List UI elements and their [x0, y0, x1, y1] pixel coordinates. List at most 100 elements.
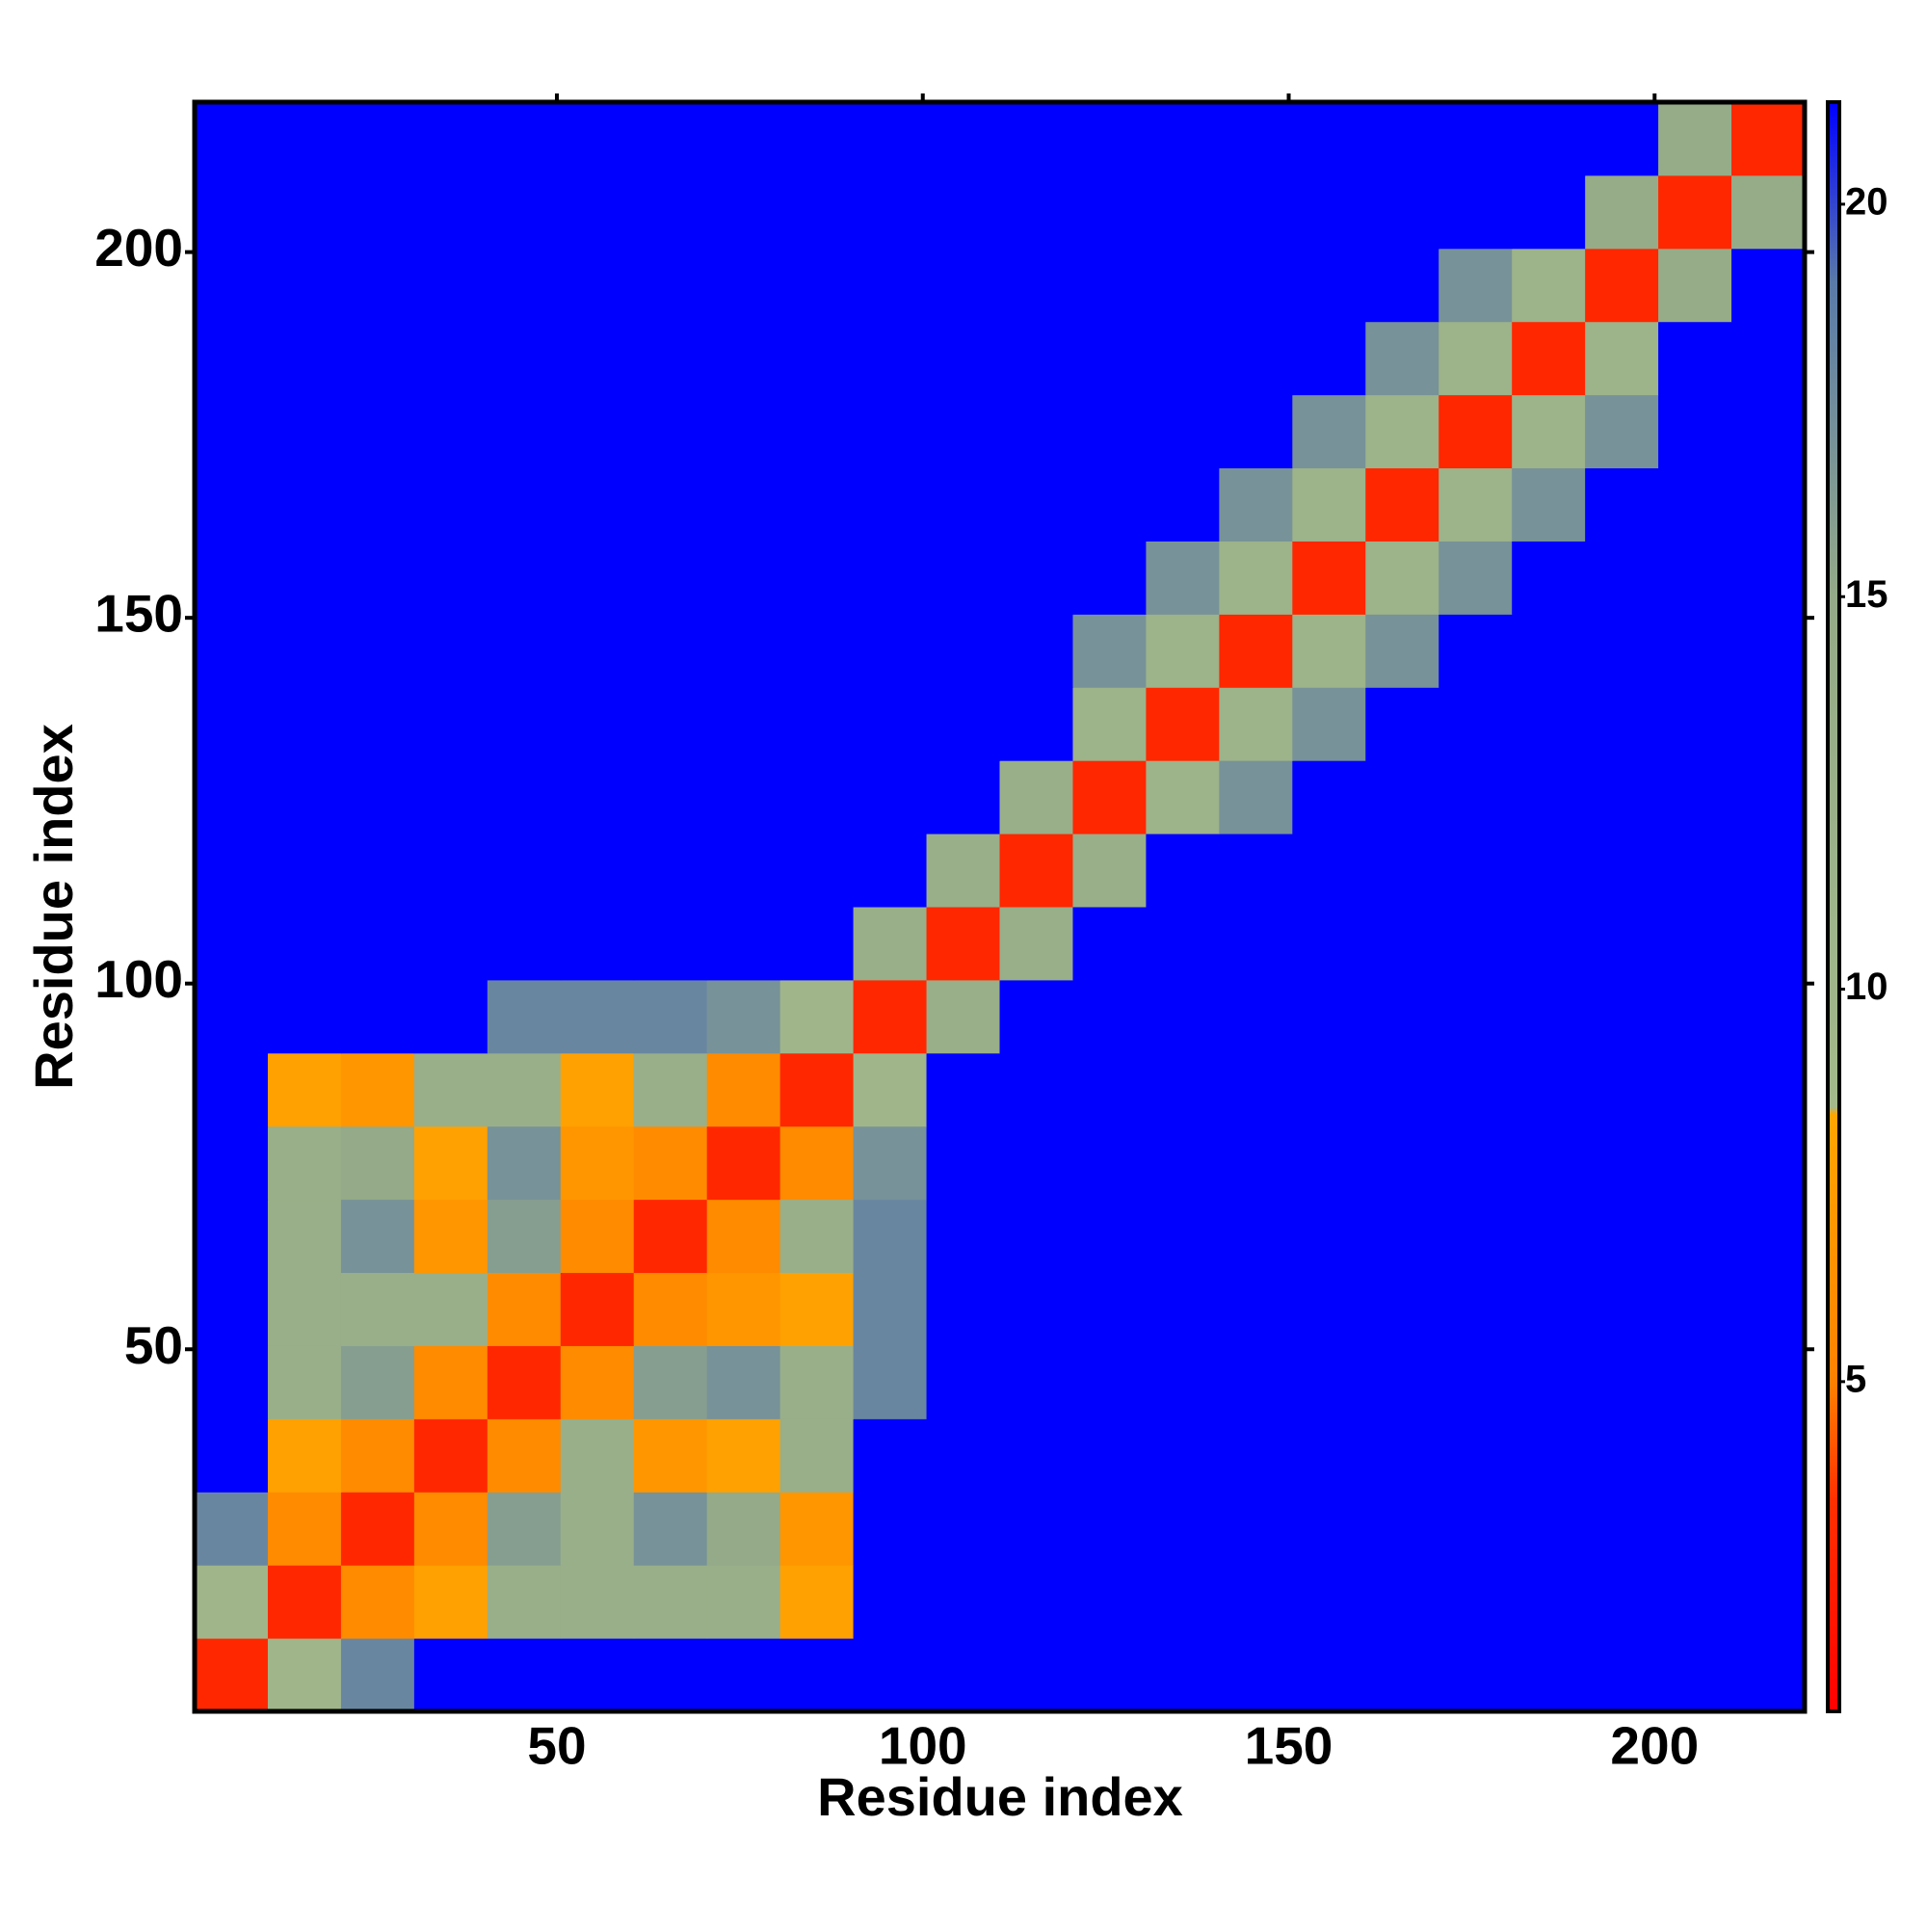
- heatmap-cell: [1365, 979, 1439, 1054]
- heatmap-cell: [340, 834, 415, 908]
- heatmap-cell: [267, 1199, 342, 1274]
- heatmap-cell: [1072, 1418, 1147, 1493]
- heatmap-cell: [267, 1125, 342, 1201]
- heatmap-cell: [1146, 614, 1220, 688]
- heatmap-cell: [1292, 614, 1366, 688]
- heatmap-cell: [340, 248, 415, 323]
- heatmap-cell: [926, 1199, 1000, 1274]
- heatmap-cell: [1731, 1492, 1806, 1566]
- heatmap-cell: [706, 687, 781, 761]
- heatmap-cell: [340, 541, 415, 615]
- heatmap-cell: [853, 687, 928, 761]
- heatmap-cell: [487, 321, 562, 396]
- heatmap-cell: [1512, 1199, 1586, 1274]
- heatmap-cell: [633, 834, 708, 908]
- y-tick-label: 100: [94, 949, 183, 1009]
- heatmap-cell: [560, 687, 635, 761]
- heatmap-cell: [1731, 1052, 1806, 1127]
- heatmap-cell: [706, 1565, 781, 1639]
- heatmap-cell: [999, 1199, 1073, 1274]
- heatmap-cell: [1439, 248, 1513, 323]
- heatmap-cell: [1072, 979, 1147, 1054]
- heatmap-cell: [1658, 834, 1732, 908]
- heatmap-cell: [1292, 1199, 1366, 1274]
- heatmap-cell: [560, 979, 635, 1054]
- colorbar-tick-label: 10: [1845, 966, 1888, 1008]
- heatmap-cell: [340, 1345, 415, 1419]
- heatmap-cell: [999, 1272, 1073, 1346]
- heatmap-cell: [1292, 979, 1366, 1054]
- heatmap-cell: [195, 1052, 269, 1127]
- heatmap-cell: [1292, 760, 1366, 834]
- heatmap-cell: [1072, 541, 1147, 615]
- heatmap-cell: [926, 394, 1000, 469]
- heatmap-cell: [1146, 1272, 1220, 1346]
- heatmap-cell: [267, 1345, 342, 1419]
- heatmap-cell: [195, 321, 269, 396]
- heatmap-cell: [1585, 1345, 1659, 1419]
- heatmap-cell: [633, 687, 708, 761]
- heatmap-cell: [1731, 614, 1806, 688]
- heatmap-cell: [633, 614, 708, 688]
- heatmap-cell: [1072, 760, 1147, 834]
- heatmap-cell: [1146, 248, 1220, 323]
- heatmap-cell: [633, 1272, 708, 1346]
- heatmap-cell: [1219, 614, 1293, 688]
- heatmap-cell: [779, 1418, 855, 1493]
- heatmap-cell: [1658, 979, 1732, 1054]
- heatmap-cell: [999, 1565, 1073, 1639]
- heatmap-cell: [1439, 979, 1513, 1054]
- heatmap-cell: [267, 394, 342, 469]
- heatmap-cell: [706, 1492, 781, 1566]
- heatmap-cell: [1072, 1345, 1147, 1419]
- heatmap-cell: [1439, 467, 1513, 542]
- heatmap-cell: [1512, 174, 1586, 250]
- heatmap-cell: [195, 1199, 269, 1274]
- heatmap-cell: [1731, 1345, 1806, 1419]
- heatmap-cell: [195, 1272, 269, 1346]
- heatmap-cell: [1512, 1638, 1586, 1712]
- heatmap-cell: [999, 102, 1073, 176]
- heatmap-cell: [853, 102, 928, 176]
- heatmap-cell: [1731, 1272, 1806, 1346]
- heatmap-cell: [1731, 467, 1806, 542]
- heatmap-cell: [999, 1638, 1073, 1712]
- heatmap-cell: [1439, 321, 1513, 396]
- heatmap-cell: [1585, 687, 1659, 761]
- heatmap-cell: [560, 1199, 635, 1274]
- heatmap-cell: [1146, 1638, 1220, 1712]
- heatmap-cell: [340, 760, 415, 834]
- heatmap-cell: [1219, 1418, 1293, 1493]
- heatmap-cell: [487, 979, 562, 1054]
- heatmap-cell: [926, 467, 1000, 542]
- heatmap-cell: [413, 1565, 488, 1639]
- plot-frame: [192, 99, 1808, 1714]
- heatmap-cell: [1146, 834, 1220, 908]
- heatmap-cell: [926, 321, 1000, 396]
- heatmap-cell: [1146, 979, 1220, 1054]
- heatmap-cell: [1439, 1345, 1513, 1419]
- heatmap-cell: [1146, 1492, 1220, 1566]
- heatmap-cell: [706, 614, 781, 688]
- heatmap-cell: [560, 174, 635, 250]
- heatmap-cell: [633, 321, 708, 396]
- heatmap-cell: [1365, 248, 1439, 323]
- heatmap-cell: [926, 1052, 1000, 1127]
- heatmap-cell: [1585, 1638, 1659, 1712]
- heatmap-cell: [1512, 541, 1586, 615]
- heatmap-cell: [853, 1199, 928, 1274]
- colorbar: [1826, 100, 1841, 1713]
- heatmap-cell: [1512, 1125, 1586, 1201]
- heatmap-cell: [1585, 174, 1659, 250]
- heatmap-cell: [1512, 1492, 1586, 1566]
- heatmap-cell: [779, 1125, 855, 1201]
- heatmap-cell: [560, 1345, 635, 1419]
- y-axis-title: Residue index: [23, 724, 84, 1090]
- heatmap-cell: [1219, 1492, 1293, 1566]
- heatmap-cell: [706, 1638, 781, 1712]
- heatmap-cell: [1219, 907, 1293, 981]
- heatmap-cell: [1072, 907, 1147, 981]
- heatmap-cell: [1658, 1565, 1732, 1639]
- heatmap-cell: [853, 248, 928, 323]
